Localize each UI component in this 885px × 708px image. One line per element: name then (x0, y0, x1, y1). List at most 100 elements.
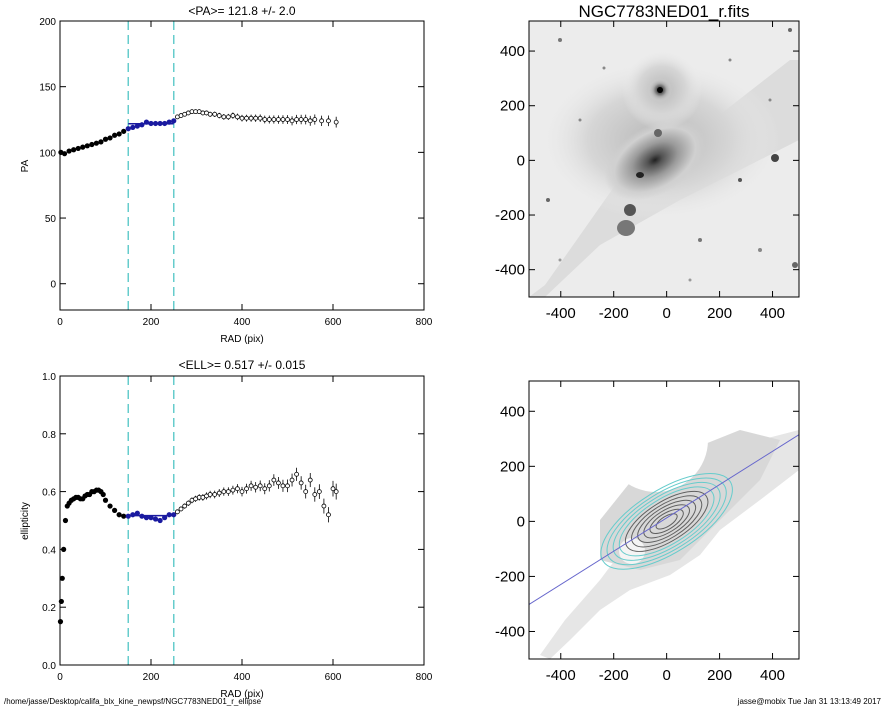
ell-point-outer-2 (182, 503, 188, 509)
pa-xtick-label-2: 400 (234, 317, 251, 328)
isophote-ring-2 (643, 504, 690, 539)
pa-point-outer-28 (294, 117, 300, 122)
ell-point-inner-25 (116, 512, 122, 518)
isophote-ring-9 (600, 472, 733, 570)
isophote-ring-8 (606, 477, 727, 566)
pa-point-outer-30 (303, 117, 309, 122)
pa-point-outer-20 (257, 115, 263, 121)
pa-point-inner-3 (71, 147, 77, 153)
ell-y-axis-label: ellipticity (20, 502, 31, 540)
pa-ytick-label-3: 150 (39, 83, 56, 94)
ell-x-axis-label: RAD (pix) (220, 689, 263, 700)
ell-ytick-label-0: 0.0 (42, 661, 56, 672)
image-title: NGC7783NED01_r.fits (578, 2, 749, 21)
pa-ytick-label-2: 100 (39, 148, 56, 159)
pa-y-axis-label: PA (20, 159, 31, 172)
ell-point-outer-25 (280, 483, 286, 489)
ell-point-inner-28 (130, 512, 136, 518)
isophote-ring-7 (612, 481, 721, 561)
iso-xtick-label-1: -200 (599, 667, 629, 684)
pa-point-outer-19 (253, 115, 259, 121)
isophote-image (529, 381, 799, 659)
pa-point-outer-10 (212, 111, 218, 117)
ell-point-inner-23 (107, 503, 113, 509)
pa-xtick-label-4: 800 (416, 317, 433, 328)
pa-point-inner-17 (134, 123, 140, 129)
galaxy-image (529, 21, 799, 297)
pa-xtick-label-0: 0 (57, 317, 63, 328)
image-frame (528, 20, 800, 298)
img-xtick-label-0: -400 (546, 305, 576, 322)
ell-point-outer-10 (212, 492, 218, 497)
pa-point-outer-26 (285, 117, 290, 122)
ell-point-outer-20 (257, 483, 263, 489)
img-ytick-label-1: -200 (495, 207, 525, 224)
pa-ytick-label-1: 50 (45, 214, 57, 225)
pa-point-inner-13 (116, 131, 122, 137)
pa-point-outer-23 (271, 117, 277, 122)
ell-xtick-label-0: 0 (57, 672, 63, 683)
ell-point-outer-33 (316, 489, 322, 495)
pa-xtick-label-3: 600 (325, 317, 342, 328)
position-angle-line (529, 434, 799, 605)
ell-data-marks (57, 467, 339, 625)
isophote-axes: -400 -200 0 200 400 -400 -200 0 200 400 (495, 381, 799, 684)
pa-point-inner-16 (130, 124, 136, 131)
img-ytick-label-3: 200 (500, 98, 525, 115)
ell-point-outer-9 (207, 492, 213, 497)
ell-point-outer-18 (248, 483, 254, 489)
pa-fit-line (529, 434, 799, 605)
pa-x-axis-label: RAD (pix) (220, 334, 263, 345)
ell-point-outer-0 (174, 509, 180, 515)
pa-point-outer-14 (230, 113, 236, 118)
pa-point-inner-11 (107, 135, 113, 141)
pa-title: <PA>= 121.8 +/- 2.0 (188, 4, 296, 18)
pa-point-inner-9 (98, 139, 104, 145)
pa-point-outer-29 (298, 117, 304, 122)
pa-point-inner-6 (84, 143, 90, 149)
pa-point-inner-15 (125, 126, 131, 132)
pa-point-outer-33 (319, 118, 325, 124)
pa-range-lines (127, 21, 175, 310)
ell-point-outer-21 (262, 486, 268, 492)
image-axes: -400 -200 0 200 400 -400 -200 0 200 400 (495, 21, 799, 322)
ell-point-outer-27 (289, 477, 295, 483)
iso-ytick-label-2: 0 (517, 513, 525, 530)
isophote-ring-0 (655, 513, 678, 530)
ell-xtick-label-1: 200 (143, 672, 160, 683)
ell-point-outer-37 (333, 489, 339, 495)
footer-file-path: /home/jasse/Desktop/califa_blx_kine_newp… (4, 697, 262, 706)
iso-ytick-label-4: 400 (500, 403, 525, 420)
ell-point-inner-24 (112, 507, 118, 513)
pa-point-inner-14 (121, 128, 127, 134)
ell-point-outer-32 (312, 492, 318, 497)
ell-point-outer-13 (225, 489, 231, 495)
img-ytick-label-0: -400 (495, 262, 525, 279)
isophote-ring-4 (631, 495, 703, 548)
ell-point-outer-14 (230, 487, 236, 493)
ell-point-outer-16 (239, 489, 245, 495)
pa-point-outer-35 (333, 119, 339, 125)
isophote-frame (528, 380, 800, 660)
iso-xtick-label-2: 0 (662, 667, 670, 684)
ell-point-inner-33 (152, 516, 159, 522)
ell-point-inner-21 (100, 491, 106, 498)
iso-ytick-label-3: 200 (500, 458, 525, 475)
ell-point-outer-35 (326, 512, 331, 518)
img-xtick-label-4: 400 (760, 305, 785, 322)
ell-range-lines (127, 376, 175, 665)
isophote-contours (600, 472, 733, 570)
ell-ytick-label-4: 0.8 (42, 430, 56, 441)
pa-point-inner-1 (61, 151, 68, 157)
ell-xtick-label-3: 600 (325, 672, 342, 683)
pa-point-inner-4 (75, 145, 81, 152)
ell-point-outer-29 (298, 480, 304, 486)
pa-xtick-label-1: 200 (143, 317, 160, 328)
iso-xtick-label-3: 200 (707, 667, 732, 684)
pa-point-outer-9 (207, 111, 213, 117)
pa-point-inner-10 (102, 136, 109, 142)
ell-ytick-label-1: 0.2 (42, 603, 56, 614)
ell-point-inner-2 (59, 575, 65, 581)
pa-point-inner-25 (171, 118, 177, 124)
